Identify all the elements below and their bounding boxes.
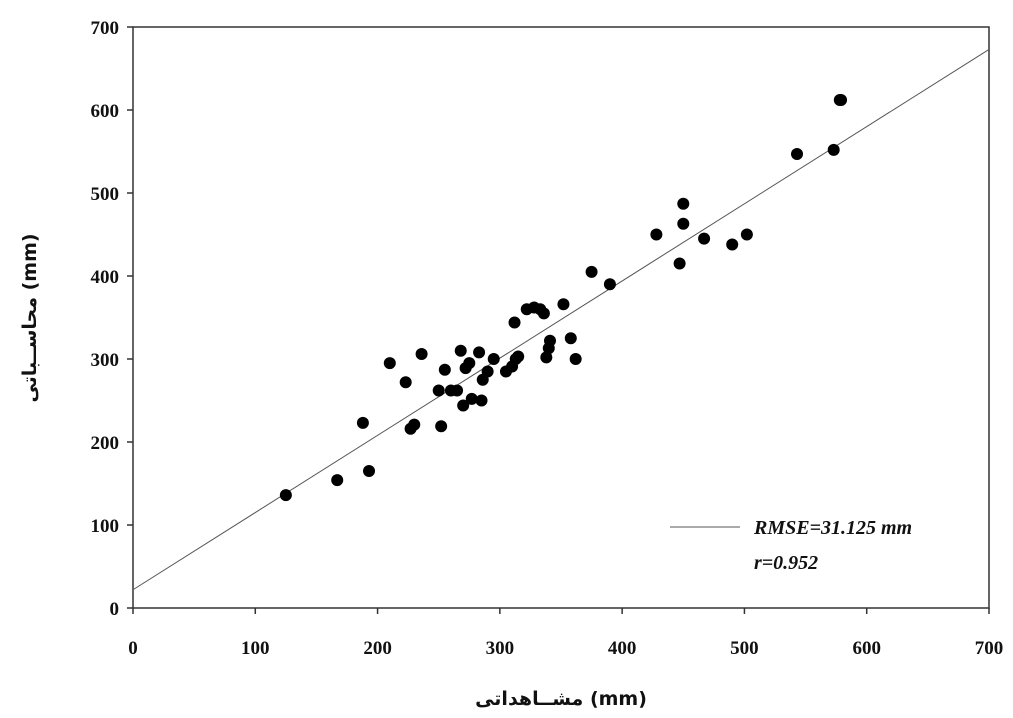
data-point: [383, 357, 396, 370]
data-point: [698, 232, 711, 245]
data-point: [279, 489, 292, 502]
data-point: [432, 384, 445, 397]
y-tick-label: 600: [91, 101, 120, 122]
y-tick-label: 400: [91, 267, 120, 288]
fit-line: [132, 48, 990, 591]
data-point: [650, 228, 663, 241]
data-point: [835, 94, 848, 107]
x-tick-label: 400: [608, 638, 637, 659]
x-tick-label: 100: [241, 638, 270, 659]
data-point: [487, 353, 500, 365]
data-point: [827, 143, 840, 156]
y-tick-label: 300: [91, 350, 120, 371]
data-point: [356, 416, 369, 429]
data-point: [543, 334, 556, 347]
data-point: [673, 257, 686, 270]
x-axis-title: مشــاهداتی (mm): [475, 688, 647, 710]
y-tick-label: 0: [110, 599, 120, 620]
data-point: [408, 418, 421, 431]
data-point: [564, 332, 577, 345]
x-tick-label: 300: [486, 638, 515, 659]
fit-line-group: [132, 48, 990, 591]
data-point: [438, 363, 451, 376]
data-point: [457, 399, 470, 412]
y-tick-label: 500: [91, 184, 120, 205]
y-tick-label: 100: [91, 516, 120, 537]
data-point: [726, 238, 739, 251]
legend-r-text: r=0.952: [754, 552, 818, 574]
data-point: [569, 353, 582, 365]
data-point: [677, 197, 690, 210]
data-point: [331, 474, 344, 487]
data-point: [475, 394, 488, 407]
axes: [132, 26, 990, 609]
data-point: [399, 376, 412, 389]
data-point: [465, 392, 478, 405]
x-tick-label: 700: [975, 638, 1004, 659]
x-tick-label: 200: [363, 638, 392, 659]
x-tick-label: 0: [128, 638, 138, 659]
x-tick-label: 600: [852, 638, 881, 659]
y-tick-label: 700: [91, 18, 120, 39]
data-point: [451, 384, 464, 397]
y-tick-label: 200: [91, 433, 120, 454]
ticks: 0 100 200 300 400 500 600 700 0 100 200 300 400 500 60…: [91, 18, 1004, 659]
data-point: [677, 217, 690, 230]
data-point: [540, 351, 553, 364]
data-points: [279, 94, 848, 502]
data-point: [740, 228, 753, 241]
data-point: [415, 348, 428, 361]
data-point: [454, 344, 467, 357]
data-point: [481, 365, 494, 378]
data-point: [557, 298, 570, 311]
data-point: [473, 346, 486, 359]
y-axis-title: محاســباتی (mm): [19, 233, 41, 402]
data-point: [512, 350, 525, 363]
x-tick-label: 500: [730, 638, 759, 659]
data-point: [435, 420, 448, 433]
data-point: [585, 265, 598, 278]
data-point: [363, 465, 376, 478]
legend: RMSE=31.125 mm r=0.952: [670, 517, 912, 574]
data-point: [791, 147, 804, 160]
legend-rmse-text: RMSE=31.125 mm: [753, 517, 912, 539]
data-point: [463, 357, 476, 370]
data-point: [537, 307, 550, 320]
data-point: [508, 316, 521, 329]
data-point: [603, 278, 616, 291]
plot-frame: [132, 26, 990, 609]
